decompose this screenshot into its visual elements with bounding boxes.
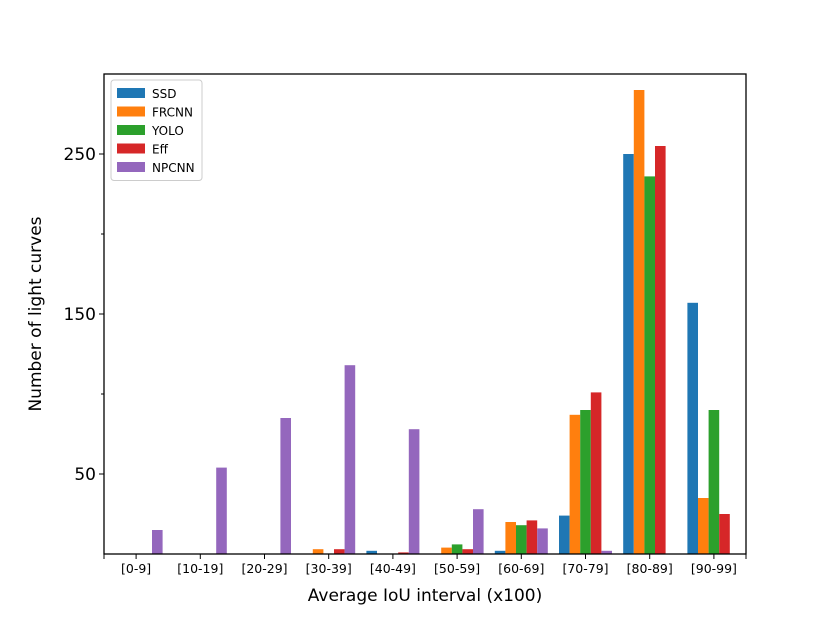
x-tick-label: [80-89]	[627, 561, 673, 576]
bar-ssd-7	[559, 515, 570, 554]
x-tick-label: [50-59]	[434, 561, 480, 576]
bar-yolo-6	[516, 525, 527, 554]
legend-swatch-eff	[117, 143, 145, 154]
bar-ssd-4	[366, 550, 377, 554]
x-tick-label: [10-19]	[177, 561, 223, 576]
bar-yolo-7	[580, 410, 591, 554]
x-tick-label: [0-9]	[121, 561, 151, 576]
bar-npcnn-2	[280, 418, 291, 554]
legend-swatch-yolo	[117, 125, 145, 135]
legend: SSD FRCNN YOLO Eff NPCNN	[110, 79, 203, 181]
bar-ssd-8	[623, 154, 634, 554]
y-tick-label: 50	[74, 465, 96, 485]
x-tick-label: [90-99]	[691, 561, 737, 576]
bar-npcnn-5	[473, 509, 484, 554]
bar-frcnn-6	[505, 522, 516, 554]
legend-label-frcnn: FRCNN	[152, 106, 193, 120]
y-tick-label: 150	[64, 305, 96, 325]
bar-yolo-5	[451, 544, 463, 554]
bar-frcnn-5	[441, 547, 452, 554]
bar-npcnn-7	[601, 550, 612, 554]
x-tick-label: [60-69]	[498, 561, 544, 576]
legend-label-yolo: YOLO	[151, 124, 184, 138]
bar-npcnn-0	[152, 530, 163, 554]
bar-frcnn-9	[698, 498, 709, 554]
x-tick-label: [40-49]	[370, 561, 416, 576]
y-tick-label: 250	[64, 145, 96, 165]
bar-eff-7	[590, 392, 602, 554]
bar-npcnn-3	[344, 365, 356, 554]
legend-label-ssd: SSD	[152, 87, 176, 101]
x-tick-label: [70-79]	[562, 561, 608, 576]
bar-npcnn-6	[537, 528, 548, 554]
legend-box	[110, 79, 203, 181]
x-tick-label: [20-29]	[241, 561, 287, 576]
bar-eff-5	[462, 549, 473, 554]
bar-eff-4	[398, 552, 409, 554]
legend-swatch-npcnn	[117, 162, 145, 172]
legend-label-npcnn: NPCNN	[152, 161, 195, 175]
bar-yolo-9	[708, 410, 720, 554]
bar-ssd-9	[687, 302, 698, 554]
bar-eff-3	[334, 549, 345, 554]
legend-label-eff: Eff	[152, 143, 169, 157]
ticks-layer: [0-9] [10-19] [20-29] [30-39] [40-49] [50-59]…	[64, 145, 747, 576]
bar-npcnn-1	[216, 467, 227, 554]
bar-npcnn-4	[408, 429, 420, 554]
x-axis-label: Average IoU interval (x100)	[308, 586, 542, 606]
bars-layer	[152, 90, 730, 554]
bar-frcnn-3	[312, 549, 324, 554]
bar-ssd-6	[494, 550, 506, 554]
bar-frcnn-7	[569, 414, 581, 554]
x-tick-label: [30-39]	[306, 561, 352, 576]
legend-swatch-frcnn	[117, 106, 145, 117]
bar-yolo-8	[644, 176, 655, 554]
y-axis-label: Number of light curves	[26, 216, 46, 411]
bar-eff-8	[655, 146, 666, 554]
legend-swatch-ssd	[117, 88, 145, 98]
bar-eff-6	[526, 520, 538, 554]
bar-eff-9	[719, 514, 730, 554]
bar-frcnn-8	[633, 90, 645, 554]
